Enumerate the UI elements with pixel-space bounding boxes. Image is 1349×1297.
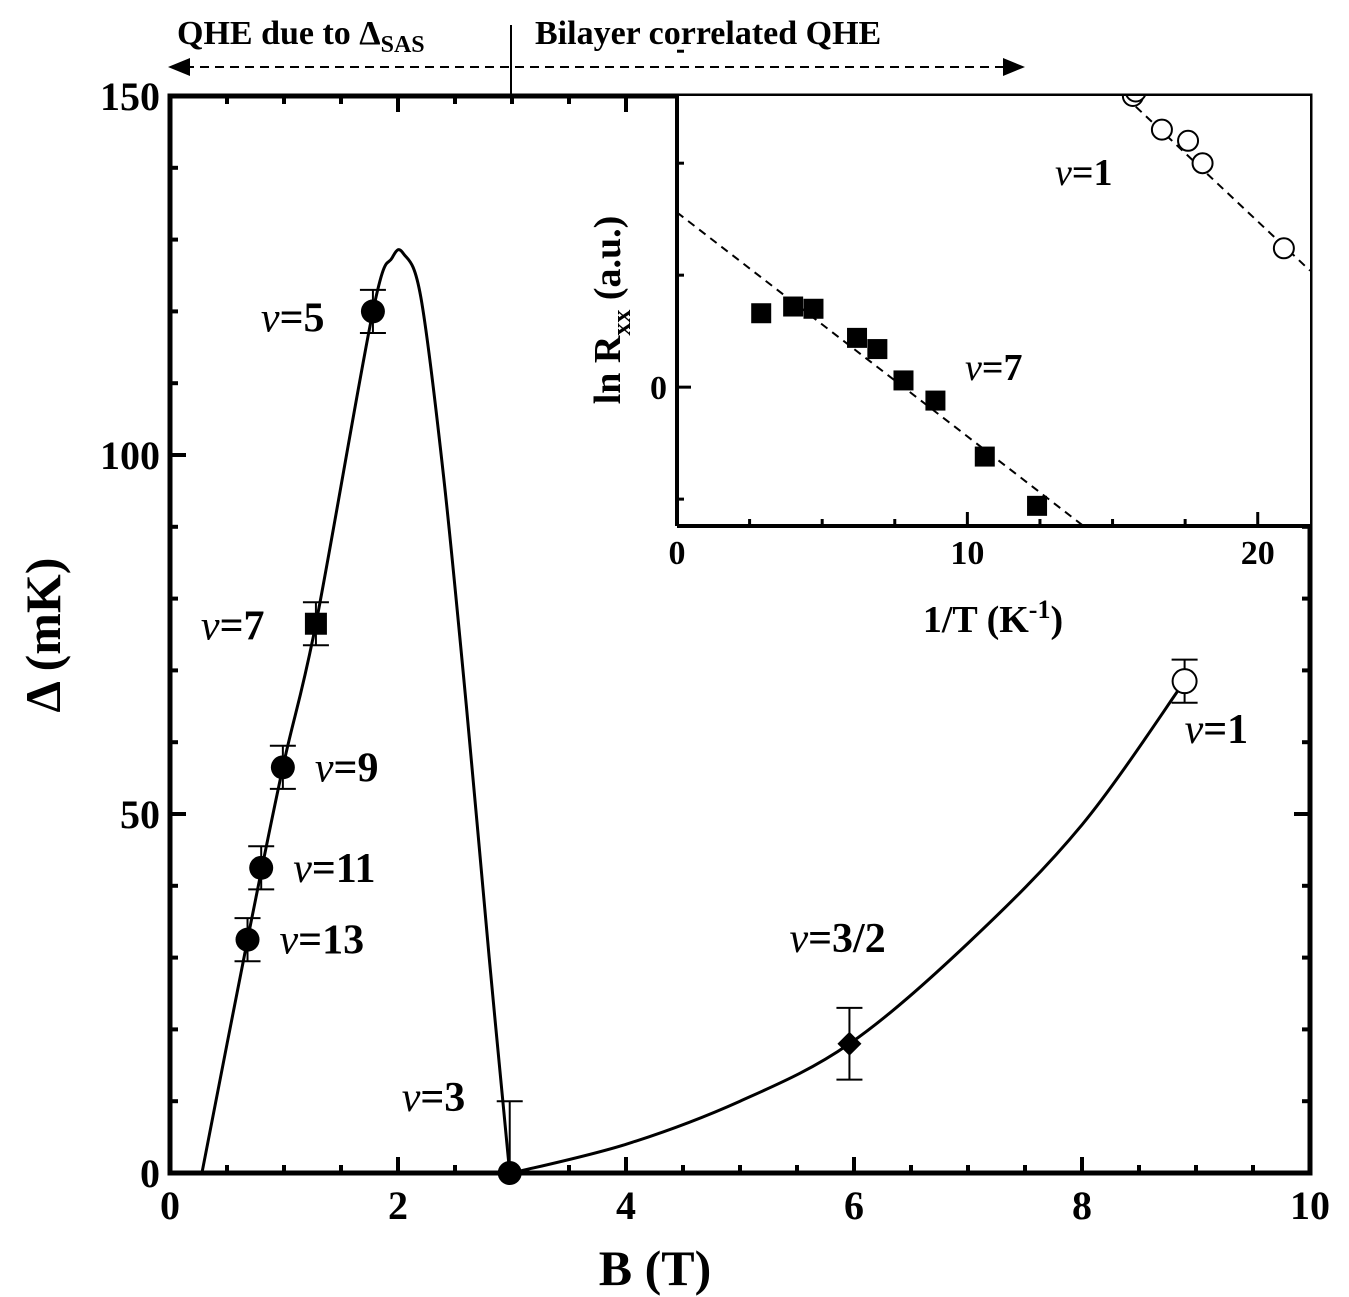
point-label: ν=13 — [280, 918, 365, 964]
inset-y-tick-label: 0 — [650, 370, 667, 407]
inset-data-point — [1125, 96, 1146, 103]
header-right-label: Bilayer correlated QHE — [535, 15, 881, 52]
data-point — [360, 299, 385, 324]
inset-x-tick-label: 0 — [669, 535, 686, 572]
point-label: ν=11 — [293, 846, 375, 892]
main-fit-curves — [200, 248, 1186, 1175]
main-point-labels: ν=13 ν=11 ν=9 ν=7 ν=5 ν=3 ν=3/2 ν=1 — [201, 295, 1248, 1121]
inset-series-label: ν=7 — [965, 347, 1023, 389]
inset-data-point — [925, 390, 946, 411]
inset-x-tick-label: 20 — [1241, 535, 1275, 572]
main-y-axis-label: Δ (mK) — [15, 558, 71, 713]
inset-data-point — [867, 339, 888, 360]
y-tick-label: 150 — [100, 74, 160, 119]
data-point — [270, 755, 295, 780]
x-tick-label: 4 — [616, 1183, 636, 1228]
header: QHE due to ΔSAS Bilayer correlated QHE — [168, 15, 1025, 100]
inset-plot: 0102002 ν=1ν=7 1/T (K-1) ln Rxx (a.u.) — [587, 0, 1310, 670]
data-point — [235, 927, 260, 952]
inset-data-point — [1272, 237, 1295, 260]
inset-data-point — [751, 303, 772, 324]
y-tick-label: 50 — [120, 792, 160, 837]
inset-x-tick-label: 10 — [950, 535, 984, 572]
inset-data-points — [751, 0, 1295, 670]
header-arrow — [168, 25, 1025, 100]
inset-series-labels: ν=1 ν=7 — [965, 152, 1113, 389]
inset-y-axis-label: ln Rxx (a.u.) — [587, 216, 636, 405]
inset-x-axis-label: 1/T (K-1) — [923, 595, 1063, 641]
header-left-label: QHE due to ΔSAS — [177, 15, 425, 58]
inset-data-point — [847, 327, 868, 348]
y-tick-label: 100 — [100, 433, 160, 478]
main-data-points — [234, 288, 1198, 1185]
inset-data-point — [1177, 129, 1200, 152]
inset-data-point — [1230, 650, 1250, 670]
inset-series-label: ν=1 — [1055, 152, 1113, 194]
fit-curve-1 — [200, 248, 512, 1174]
x-tick-label: 2 — [388, 1183, 408, 1228]
inset-data-point — [1146, 601, 1166, 621]
inset-data-point — [1161, 617, 1181, 637]
point-label: ν=5 — [261, 295, 325, 341]
x-tick-label: 6 — [844, 1183, 864, 1228]
data-point — [304, 612, 327, 635]
x-tick-label: 10 — [1290, 1183, 1330, 1228]
inset-data-point — [783, 296, 804, 317]
data-point — [249, 855, 274, 880]
inset-data-point — [803, 298, 824, 319]
inset-data-point — [1150, 118, 1173, 141]
point-label: ν=7 — [201, 604, 265, 650]
main-x-axis-label: B (T) — [599, 1240, 712, 1296]
inset-data-point — [893, 370, 914, 391]
x-tick-label: 0 — [160, 1183, 180, 1228]
inset-data-point — [974, 446, 995, 467]
x-tick-label: 8 — [1072, 1183, 1092, 1228]
point-label: ν=3 — [402, 1075, 466, 1121]
data-point — [1171, 668, 1198, 695]
inset-data-point — [1097, 52, 1117, 72]
inset-data-point — [1027, 495, 1048, 516]
point-label: ν=3/2 — [789, 916, 885, 962]
point-label: ν=9 — [315, 745, 379, 791]
inset-data-point — [1191, 152, 1214, 175]
data-point — [837, 1031, 862, 1056]
inset-data-point — [1027, 0, 1047, 16]
y-tick-label: 0 — [140, 1151, 160, 1196]
inset-data-point — [1132, 594, 1152, 614]
fit-curve-2 — [511, 680, 1186, 1175]
point-label: ν=1 — [1185, 707, 1249, 753]
